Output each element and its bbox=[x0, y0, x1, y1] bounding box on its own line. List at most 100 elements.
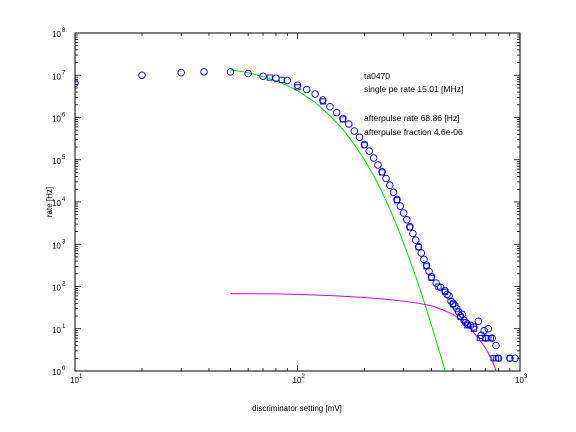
y-tick-exponent: 8 bbox=[62, 28, 66, 34]
annotation-single-pe-rate: single pe rate 15.01 [MHz] bbox=[364, 84, 463, 94]
y-tick-label: 10 bbox=[52, 284, 61, 293]
fit-line-green bbox=[230, 69, 446, 371]
data-point-square bbox=[379, 169, 386, 176]
data-point-square bbox=[428, 274, 435, 281]
fit-curves bbox=[230, 69, 497, 371]
data-point-square bbox=[406, 224, 413, 231]
y-tick-label: 10 bbox=[52, 157, 61, 166]
data-point-circle bbox=[511, 354, 519, 363]
data-point-circle bbox=[480, 326, 488, 335]
data-points bbox=[75, 68, 519, 363]
data-point-square bbox=[464, 322, 471, 329]
data-point-circle bbox=[302, 85, 311, 94]
y-tick-exponent: 0 bbox=[62, 366, 66, 372]
x-tick-label: 10 bbox=[515, 376, 524, 385]
data-point-square bbox=[294, 84, 301, 91]
data-point-square bbox=[449, 301, 457, 308]
data-point-square bbox=[506, 355, 513, 362]
y-tick-label: 10 bbox=[52, 72, 61, 81]
data-point-circle bbox=[138, 71, 146, 79]
annotation-afterpulse-fraction: afterpulse fraction 4.6e-06 bbox=[364, 127, 463, 137]
x-tick-exponent: 2 bbox=[302, 374, 306, 380]
data-point-circle bbox=[488, 334, 496, 342]
data-point-square bbox=[361, 142, 368, 149]
data-point-circle bbox=[412, 236, 420, 244]
x-axis-label: discriminator setting [mV] bbox=[252, 404, 342, 413]
data-point-square bbox=[278, 76, 285, 83]
data-point-circle bbox=[326, 102, 334, 111]
data-point-square bbox=[441, 288, 449, 295]
data-point-circle bbox=[365, 147, 373, 155]
data-point-square bbox=[435, 283, 442, 290]
data-point-circle bbox=[332, 108, 341, 117]
data-point-square bbox=[319, 98, 326, 105]
data-point-circle bbox=[463, 320, 472, 328]
data-point-circle bbox=[396, 202, 405, 210]
y-tick-exponent: 7 bbox=[62, 70, 66, 76]
data-point-square bbox=[266, 74, 273, 81]
data-point-circle bbox=[293, 81, 302, 89]
fit-line-magenta bbox=[230, 293, 497, 371]
data-point-circle bbox=[350, 127, 359, 135]
data-point-circle bbox=[386, 181, 394, 189]
data-point-circle bbox=[492, 341, 500, 350]
x-tick-label: 10 bbox=[293, 376, 302, 385]
data-point-circle bbox=[374, 161, 382, 169]
data-point-square bbox=[339, 116, 346, 123]
annotation-afterpulse-rate: afterpulse rate 68.86 [Hz] bbox=[364, 113, 459, 123]
annotation-block: ta0470 single pe rate 15.01 [MHz] afterp… bbox=[364, 71, 463, 137]
data-point-circle bbox=[355, 133, 364, 142]
data-point-square bbox=[476, 335, 483, 342]
data-point-circle bbox=[319, 96, 327, 104]
data-point-square bbox=[423, 263, 430, 270]
data-point-circle bbox=[403, 216, 411, 224]
data-point-square bbox=[495, 355, 502, 362]
data-point-circle bbox=[75, 79, 79, 87]
data-point-circle bbox=[474, 317, 483, 326]
y-tick-exponent: 1 bbox=[62, 324, 66, 330]
annotation-run-id: ta0470 bbox=[364, 71, 390, 81]
y-axis-label: rate [Hz] bbox=[45, 187, 54, 217]
y-tick-label: 10 bbox=[52, 199, 61, 208]
data-point-circle bbox=[259, 72, 267, 80]
x-tick-label: 10 bbox=[70, 376, 79, 385]
x-tick-exponent: 1 bbox=[79, 374, 83, 380]
data-point-circle bbox=[445, 292, 453, 300]
data-point-circle bbox=[226, 68, 235, 76]
x-tick-exponent: 3 bbox=[524, 374, 528, 380]
y-tick-label: 10 bbox=[52, 30, 61, 39]
y-tick-label: 10 bbox=[52, 115, 61, 124]
data-point-square bbox=[415, 244, 422, 251]
data-point-circle bbox=[177, 68, 185, 77]
axis-ticks bbox=[74, 32, 521, 372]
y-tick-label: 10 bbox=[52, 241, 61, 250]
data-point-circle bbox=[311, 90, 319, 98]
y-tick-exponent: 6 bbox=[62, 113, 66, 119]
data-point-circle bbox=[244, 69, 252, 78]
data-point-square bbox=[487, 335, 494, 342]
data-point-circle bbox=[506, 354, 514, 363]
data-point-square bbox=[393, 197, 401, 204]
data-point-circle bbox=[484, 325, 493, 333]
data-point-circle bbox=[447, 297, 455, 305]
y-tick-label: 10 bbox=[52, 326, 61, 335]
y-tick-exponent: 4 bbox=[62, 197, 66, 203]
data-point-square bbox=[470, 325, 477, 332]
data-point-circle bbox=[345, 120, 353, 128]
data-point-circle bbox=[441, 286, 449, 295]
data-point-circle bbox=[369, 154, 378, 162]
data-point-square bbox=[457, 313, 464, 321]
data-point-circle bbox=[494, 354, 503, 363]
data-point-circle bbox=[200, 68, 208, 76]
y-tick-exponent: 2 bbox=[62, 282, 66, 288]
data-point-circle bbox=[399, 209, 408, 217]
y-tick-label: 10 bbox=[52, 368, 61, 377]
data-point-circle bbox=[382, 174, 390, 183]
data-point-circle bbox=[389, 188, 398, 197]
plot-area bbox=[74, 32, 521, 372]
data-point-circle bbox=[470, 323, 478, 331]
tick-labels: 10 1 10 2 10 310 010 110 210 310 410 510 610 710 8 bbox=[52, 28, 528, 385]
y-tick-exponent: 3 bbox=[62, 239, 66, 245]
y-tick-exponent: 5 bbox=[62, 155, 66, 161]
